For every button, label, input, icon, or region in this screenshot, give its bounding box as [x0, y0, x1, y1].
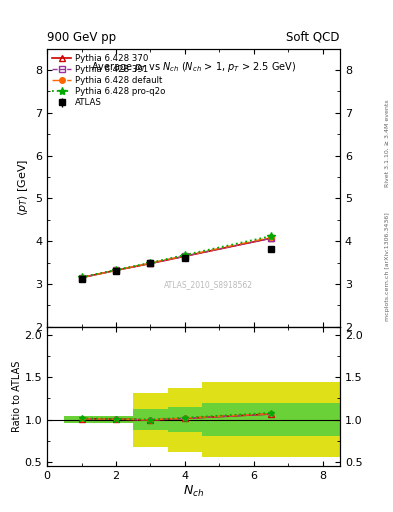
Pythia 6.428 370 [183, 253, 187, 259]
Legend: Pythia 6.428 370, Pythia 6.428 391, Pythia 6.428 default, Pythia 6.428 pro-q2o, : Pythia 6.428 370, Pythia 6.428 391, Pyth… [51, 52, 167, 109]
Line: Pythia 6.428 391: Pythia 6.428 391 [79, 236, 274, 281]
Pythia 6.428 391 [269, 235, 274, 241]
Pythia 6.428 default [114, 267, 118, 273]
Pythia 6.428 391 [114, 267, 118, 273]
Line: Pythia 6.428 default: Pythia 6.428 default [79, 234, 274, 281]
Text: Soft QCD: Soft QCD [286, 31, 340, 44]
Pythia 6.428 default [148, 260, 153, 266]
Pythia 6.428 391 [183, 253, 187, 259]
Pythia 6.428 pro-q2o [183, 252, 187, 258]
X-axis label: $N_{ch}$: $N_{ch}$ [183, 483, 204, 499]
Pythia 6.428 pro-q2o [269, 233, 274, 239]
Pythia 6.428 370 [269, 235, 274, 241]
Text: Average $p_T$ vs $N_{ch}$ ($N_{ch}$ > 1, $p_T$ > 2.5 GeV): Average $p_T$ vs $N_{ch}$ ($N_{ch}$ > 1,… [91, 60, 296, 74]
Pythia 6.428 default [79, 274, 84, 281]
Pythia 6.428 370 [79, 274, 84, 281]
Line: Pythia 6.428 370: Pythia 6.428 370 [78, 235, 275, 281]
Pythia 6.428 370 [148, 261, 153, 267]
Pythia 6.428 370 [114, 267, 118, 273]
Y-axis label: $\langle p_T \rangle$ [GeV]: $\langle p_T \rangle$ [GeV] [16, 159, 29, 217]
Pythia 6.428 pro-q2o [79, 274, 84, 280]
Pythia 6.428 391 [148, 261, 153, 267]
Y-axis label: Ratio to ATLAS: Ratio to ATLAS [12, 360, 22, 432]
Text: Rivet 3.1.10, ≥ 3.4M events: Rivet 3.1.10, ≥ 3.4M events [385, 99, 389, 187]
Text: mcplots.cern.ch [arXiv:1306.3436]: mcplots.cern.ch [arXiv:1306.3436] [385, 212, 389, 321]
Pythia 6.428 default [183, 253, 187, 259]
Pythia 6.428 pro-q2o [114, 267, 118, 273]
Line: Pythia 6.428 pro-q2o: Pythia 6.428 pro-q2o [77, 232, 275, 282]
Text: ATLAS_2010_S8918562: ATLAS_2010_S8918562 [164, 281, 253, 290]
Pythia 6.428 pro-q2o [148, 260, 153, 266]
Pythia 6.428 default [269, 234, 274, 241]
Pythia 6.428 391 [79, 274, 84, 281]
Text: 900 GeV pp: 900 GeV pp [47, 31, 116, 44]
